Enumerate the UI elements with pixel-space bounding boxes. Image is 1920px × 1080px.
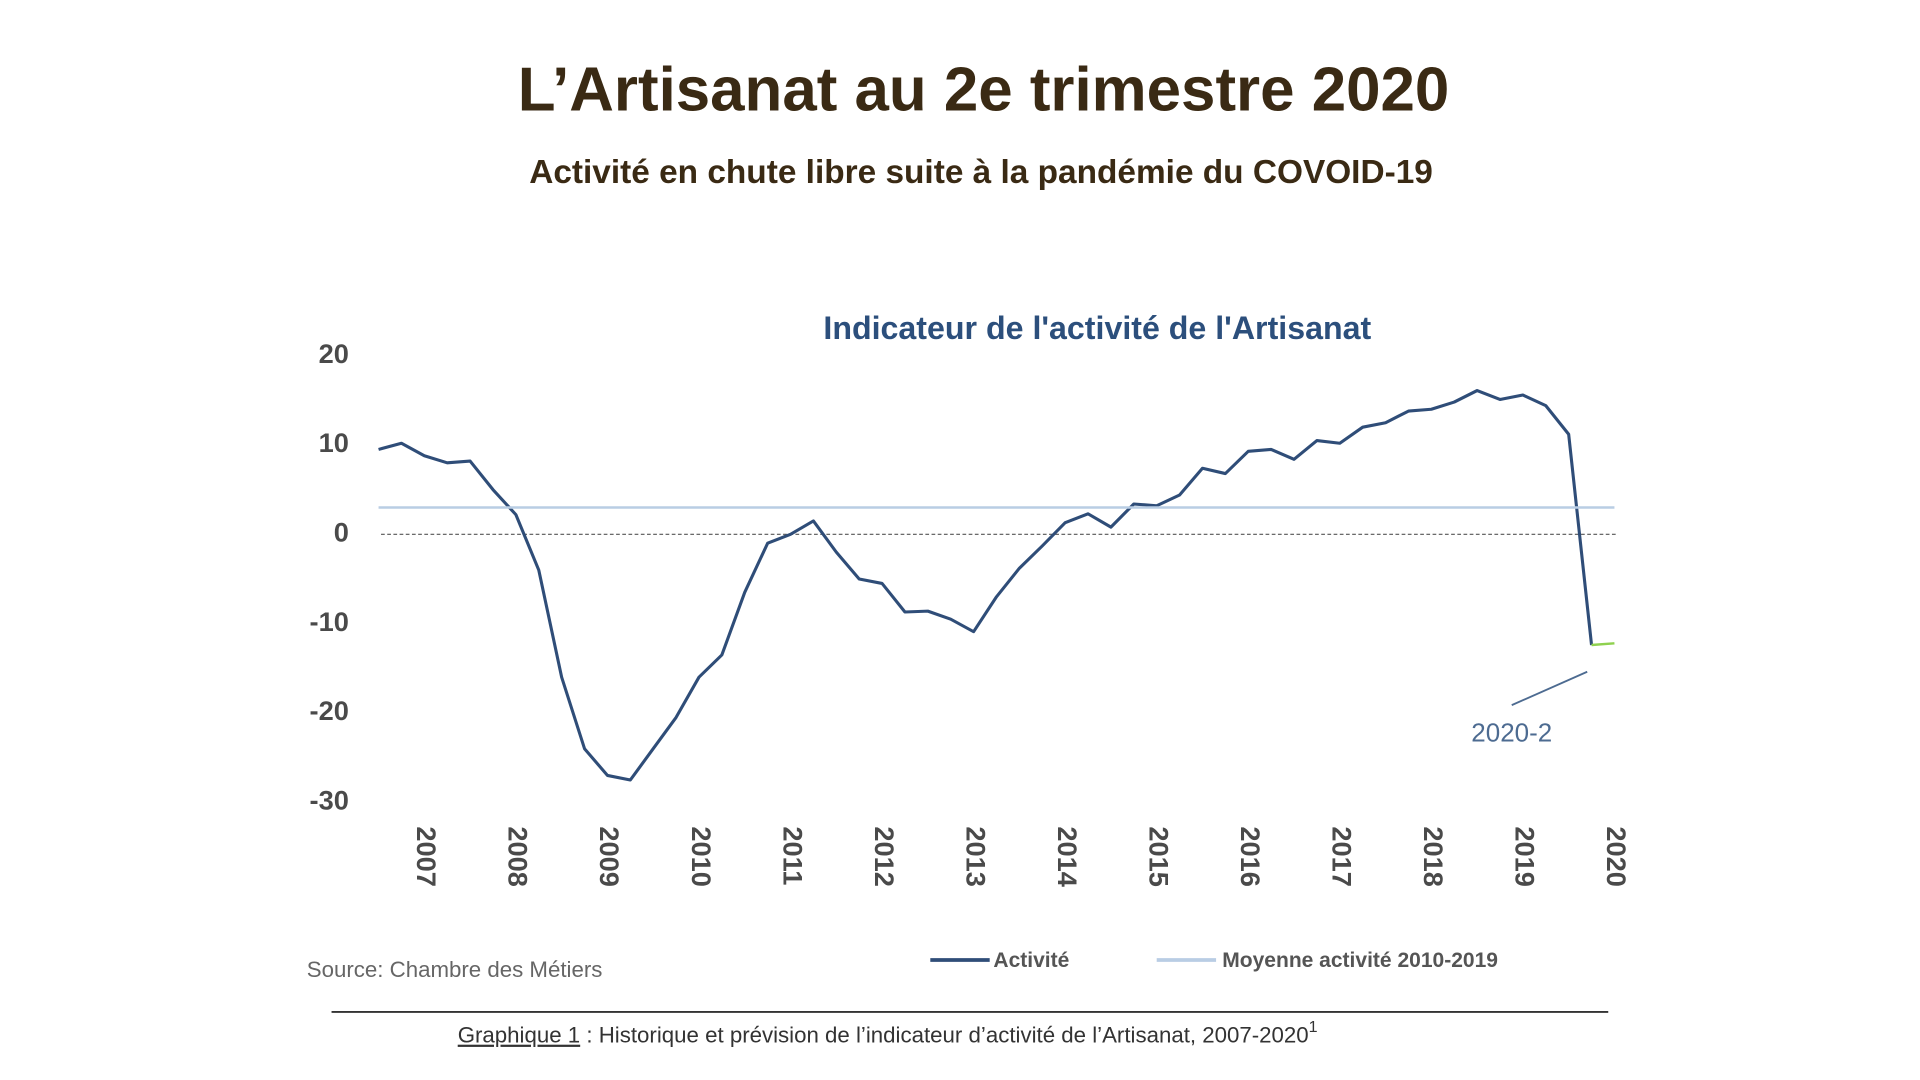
y-tick-label: -20 [310, 695, 349, 726]
x-tick-label: 2014 [1052, 826, 1083, 887]
caption-label: Graphique 1 [458, 1023, 580, 1048]
y-tick-label: -10 [310, 606, 349, 637]
source: Source: Chambre des Métiers [307, 957, 603, 982]
series-line [1591, 642, 1615, 647]
x-tick-label: 2007 [411, 826, 442, 887]
legend-label: Moyenne activité 2010-2019 [1222, 949, 1498, 972]
x-tick-label: 2018 [1418, 826, 1449, 887]
page-subtitle: Activité en chute libre suite à la pandé… [529, 154, 1433, 191]
x-tick-label: 2015 [1144, 826, 1175, 887]
x-tick-label: 2011 [777, 826, 808, 885]
chart-title: Indicateur de l'activité de l'Artisanat [823, 310, 1371, 346]
x-tick-label: 2016 [1235, 826, 1266, 887]
caption-note: 1 [1309, 1018, 1318, 1036]
caption-text: : Historique et prévision de l’indicateu… [580, 1023, 1308, 1048]
caption: Graphique 1 : Historique et prévision de… [458, 1018, 1318, 1047]
y-tick-label: 20 [319, 338, 349, 369]
annotation: 2020-2 [1471, 718, 1552, 748]
series-line [378, 389, 1594, 782]
x-tick-label: 2020 [1601, 826, 1632, 887]
x-tick-label: 2012 [869, 826, 900, 887]
y-tick-label: 0 [334, 516, 349, 547]
x-tick-label: 2010 [686, 826, 717, 887]
x-tick-label: 2017 [1327, 826, 1358, 887]
y-tick-label: 10 [319, 427, 349, 458]
x-tick-label: 2013 [960, 826, 991, 887]
legend-label: Activité [993, 949, 1069, 972]
y-tick-label: -30 [310, 784, 349, 815]
page-title: L’Artisanat au 2e trimestre 2020 [518, 55, 1450, 124]
x-tick-label: 2008 [503, 826, 534, 887]
annotation-leader [1511, 670, 1588, 707]
x-tick-label: 2019 [1510, 826, 1541, 887]
x-tick-label: 2009 [594, 826, 625, 887]
